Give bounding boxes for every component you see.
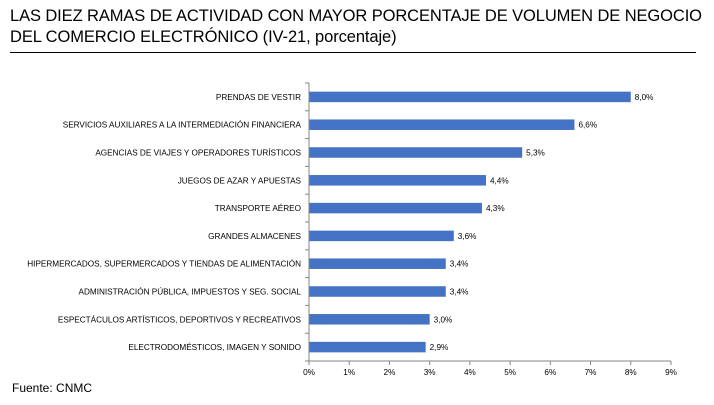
bar: [309, 119, 575, 130]
chart-area: PRENDAS DE VESTIR 8,0% SERVICIOS AUXILIARE…: [0, 70, 714, 390]
bar-chart: PRENDAS DE VESTIR 8,0% SERVICIOS AUXILIARE…: [27, 82, 677, 377]
x-tick-label: 7%: [585, 368, 597, 377]
category-label: ADMINISTRACIÓN PÚBLICA, IMPUESTOS Y SEG.…: [79, 287, 302, 297]
value-label: 2,9%: [430, 343, 449, 352]
bar: [309, 175, 486, 186]
category-label: PRENDAS DE VESTIR: [216, 93, 301, 102]
value-label: 5,3%: [526, 149, 545, 158]
bar: [309, 230, 454, 242]
value-label: 3,4%: [450, 288, 469, 297]
bar: [309, 314, 430, 325]
x-tick-label: 6%: [544, 368, 556, 377]
value-label: 4,3%: [486, 204, 505, 213]
x-tick-label: 0%: [303, 368, 315, 377]
chart-title-line-1: LAS DIEZ RAMAS DE ACTIVIDAD CON MAYOR PO…: [10, 7, 702, 25]
category-label: SERVICIOS AUXILIARES A LA INTERMEDIACIÓN…: [63, 120, 302, 130]
category-label: ESPECTÁCULOS ARTÍSTICOS, DEPORTIVOS Y RE…: [58, 314, 302, 324]
chart-title-line-2: DEL COMERCIO ELECTRÓNICO (IV-21, porcent…: [10, 28, 397, 46]
value-label: 3,4%: [450, 260, 469, 269]
x-tick-label: 4%: [464, 368, 476, 377]
x-tick-label: 9%: [665, 368, 677, 377]
category-label: HIPERMERCADOS, SUPERMERCADOS Y TIENDAS D…: [27, 259, 301, 269]
value-label: 6,6%: [578, 121, 597, 130]
value-label: 4,4%: [490, 176, 509, 185]
bar: [309, 202, 482, 214]
category-label: ELECTRODOMÉSTICOS, IMAGEN Y SONIDO: [128, 342, 301, 352]
x-tick-label: 3%: [424, 368, 436, 377]
x-tick-label: 2%: [384, 368, 396, 377]
x-tick-label: 8%: [625, 368, 637, 377]
category-label: GRANDES ALMACENES: [208, 232, 301, 241]
bar: [309, 258, 446, 269]
category-label: TRANSPORTE AÉREO: [215, 203, 301, 213]
bar: [309, 286, 446, 297]
source-note: Fuente: CNMC: [12, 381, 93, 395]
chart-title: LAS DIEZ RAMAS DE ACTIVIDAD CON MAYOR PO…: [10, 6, 702, 53]
value-label: 3,6%: [458, 232, 477, 241]
x-tick-label: 5%: [504, 368, 516, 377]
bar: [309, 147, 523, 158]
bar: [309, 341, 426, 353]
x-tick-label: 1%: [343, 368, 355, 377]
category-label: JUEGOS DE AZAR Y APUESTAS: [178, 176, 302, 185]
bar: [309, 91, 631, 103]
category-label: AGENCIAS DE VIAJES Y OPERADORES TURÍSTIC…: [95, 148, 301, 158]
value-label: 8,0%: [635, 93, 654, 102]
value-label: 3,0%: [434, 315, 453, 324]
